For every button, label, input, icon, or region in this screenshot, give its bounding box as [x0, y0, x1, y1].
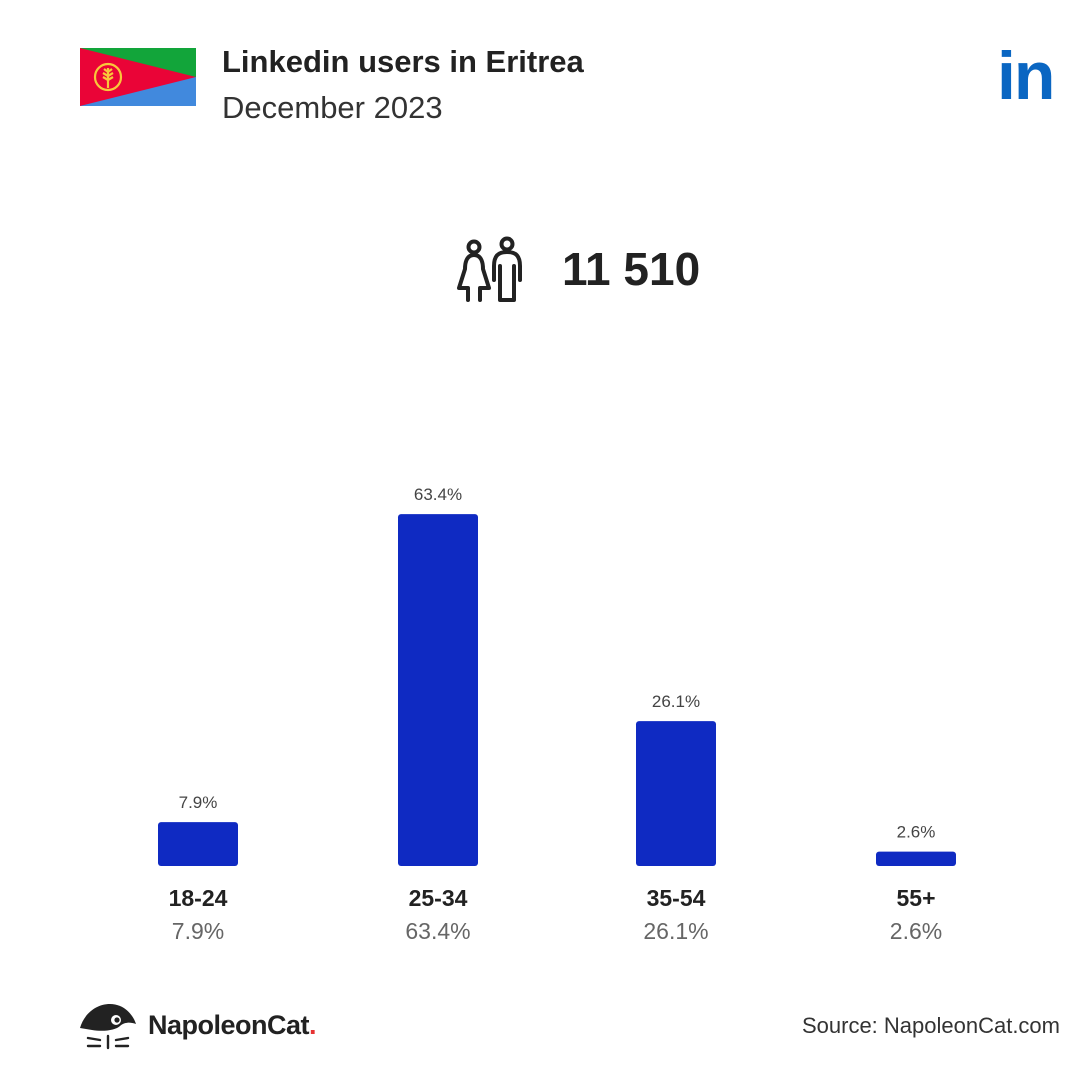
bar-value-label: 7.9% [179, 793, 218, 812]
brand-name-text: NapoleonCat [148, 1010, 310, 1040]
chart-subtitle: December 2023 [222, 90, 443, 125]
eritrea-flag-icon [80, 48, 196, 106]
linkedin-logo: in [997, 38, 1055, 114]
brand-name: NapoleonCat. [148, 1010, 317, 1041]
chart-title: Linkedin users in Eritrea [222, 44, 584, 79]
category-percent-label: 2.6% [890, 918, 942, 944]
category-label: 35-54 [647, 885, 706, 911]
total-users: 11 510 [456, 236, 756, 306]
users-icon [457, 236, 522, 302]
bar-value-label: 63.4% [414, 485, 462, 504]
bar-35-54 [636, 721, 716, 866]
bar-18-24 [158, 822, 238, 866]
total-users-value: 11 510 [562, 243, 701, 295]
category-label: 55+ [896, 885, 935, 911]
category-percent-label: 63.4% [405, 918, 470, 944]
age-bar-chart: 7.9% 18-24 7.9% 63.4% 25-34 63.4% 26.1% 35-54 26… [158, 485, 956, 944]
napoleoncat-logo-icon [80, 1004, 136, 1050]
bar-value-label: 2.6% [897, 823, 936, 842]
bar-25-34 [398, 514, 478, 866]
bar-value-label: 26.1% [652, 692, 700, 711]
brand-dot: . [309, 1010, 317, 1040]
category-label: 18-24 [169, 885, 228, 911]
category-label: 25-34 [409, 885, 468, 911]
source-note: Source: NapoleonCat.com [801, 1013, 1060, 1038]
category-percent-label: 7.9% [172, 918, 224, 944]
category-percent-label: 26.1% [643, 918, 708, 944]
bar-55+ [876, 851, 956, 866]
